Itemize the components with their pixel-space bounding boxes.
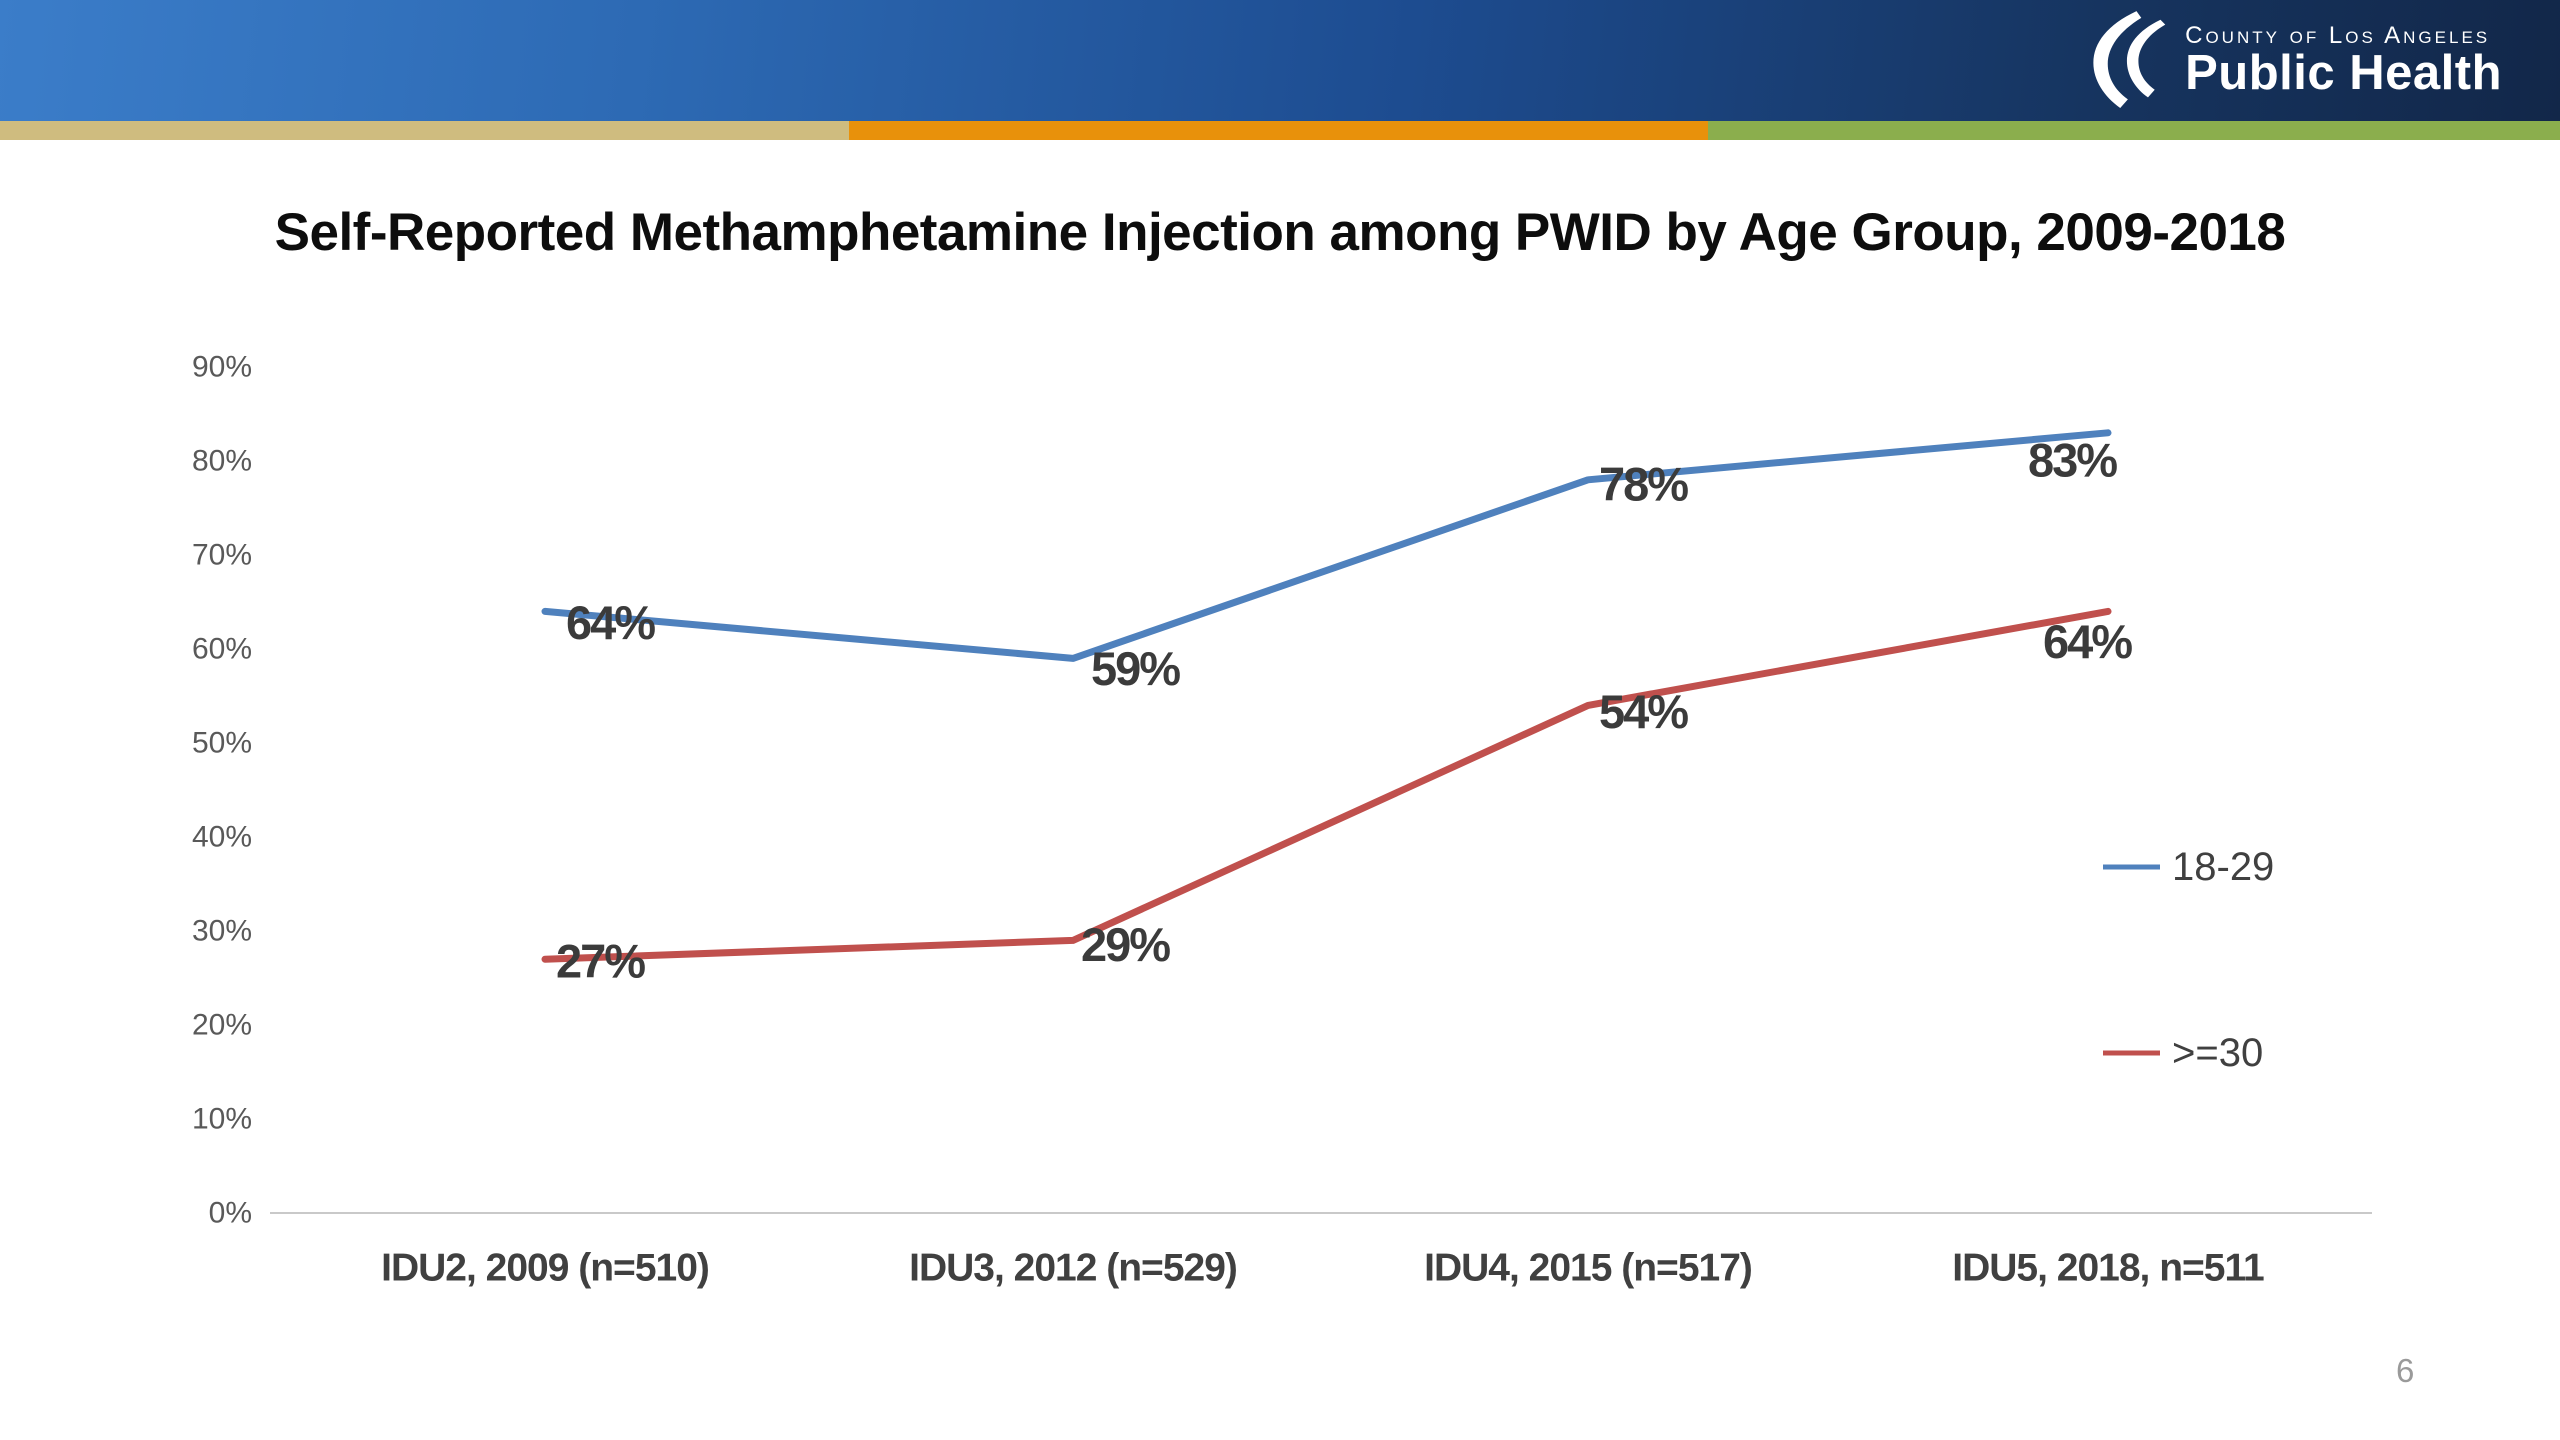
x-category-label-3: IDU4, 2015 (n=517) [1424, 1247, 1752, 1290]
series-line->=30 [541, 607, 2112, 963]
y-tick-label-30: 30% [192, 915, 252, 948]
y-tick-label-50: 50% [192, 727, 252, 760]
series-line-18-29 [541, 429, 2112, 662]
y-tick-label-10: 10% [192, 1103, 252, 1136]
data-label->=30-4: 64% [2043, 615, 2132, 668]
data-label->=30-1: 27% [556, 935, 645, 988]
y-tick-label-70: 70% [192, 539, 252, 572]
y-tick-label-0: 0% [209, 1197, 252, 1230]
data-label-18-29-4: 83% [2028, 433, 2117, 486]
logo-faces-icon [2079, 10, 2171, 111]
logo-county-text: County of Los Angeles [2185, 21, 2491, 49]
y-tick-label-40: 40% [192, 821, 252, 854]
logo-text: County of Los Angeles Public Health [2185, 22, 2502, 100]
stripe-seg-orange [849, 121, 1708, 140]
data-label->=30-3: 54% [1599, 685, 1688, 738]
stripe-seg-green [1708, 121, 2560, 140]
page-number: 6 [2396, 1352, 2415, 1389]
data-label->=30-2: 29% [1081, 918, 1170, 971]
accent-stripe [0, 121, 2560, 140]
x-category-label-1: IDU2, 2009 (n=510) [381, 1247, 709, 1290]
slide-title: Self-Reported Methamphetamine Injection … [274, 203, 2286, 262]
x-category-label-2: IDU3, 2012 (n=529) [909, 1247, 1237, 1290]
legend-label->=30: >=30 [2172, 1031, 2263, 1075]
y-tick-label-20: 20% [192, 1009, 252, 1042]
y-tick-label-80: 80% [192, 445, 252, 478]
logo: County of Los Angeles Public Health [2079, 10, 2502, 111]
y-tick-label-90: 90% [192, 351, 252, 384]
header-banner: County of Los Angeles Public Health [0, 0, 2560, 121]
y-tick-label-60: 60% [192, 633, 252, 666]
x-category-label-4: IDU5, 2018, n=511 [1952, 1247, 2264, 1290]
data-label-18-29-3: 78% [1599, 457, 1688, 510]
stripe-seg-tan [0, 121, 849, 140]
logo-dept-text: Public Health [2185, 46, 2502, 101]
data-label-18-29-2: 59% [1091, 642, 1180, 695]
data-label-18-29-1: 64% [566, 596, 655, 649]
legend-label-18-29: 18-29 [2172, 845, 2274, 889]
